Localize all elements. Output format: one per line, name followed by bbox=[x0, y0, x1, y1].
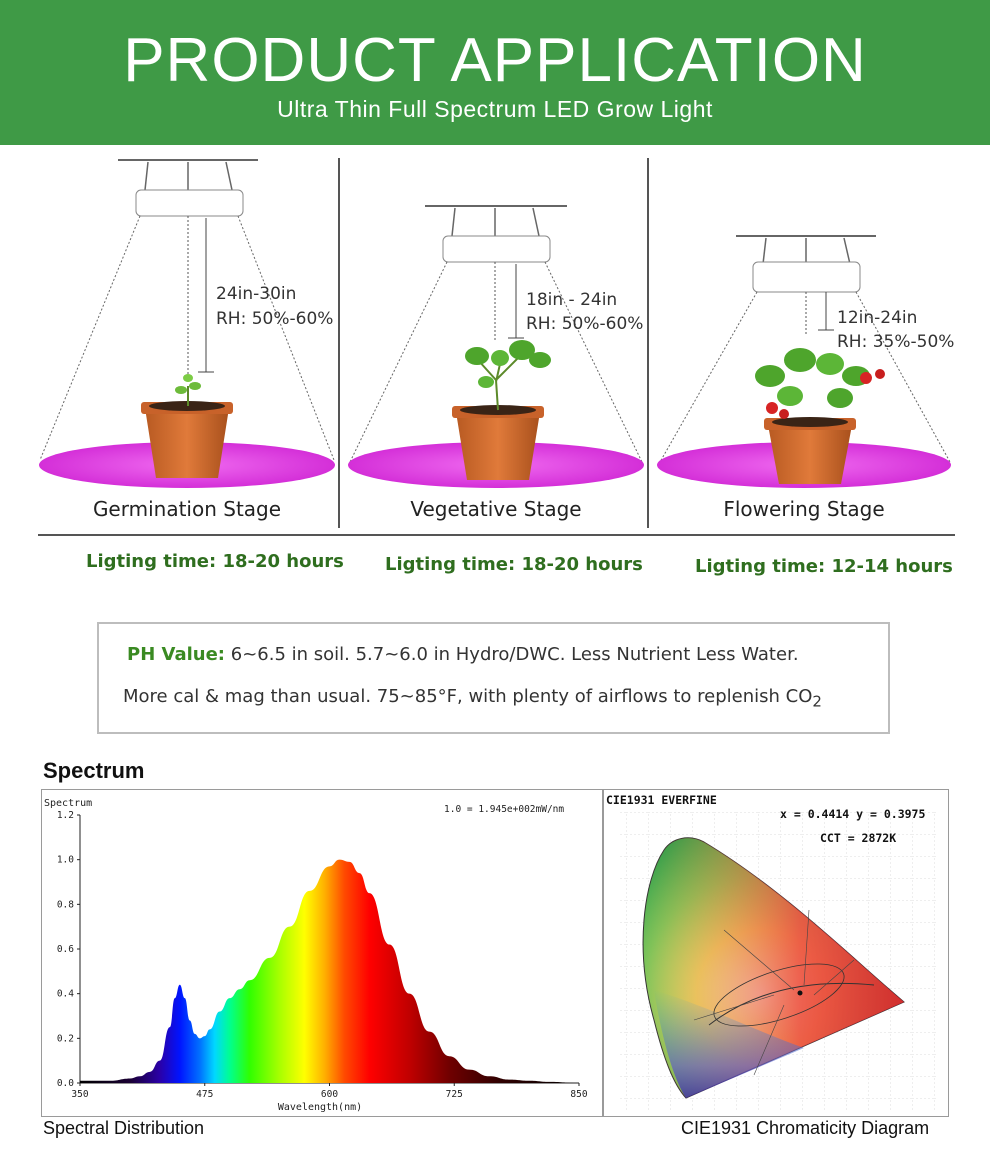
stage-1-lighting-time: Ligting time: 18-20 hours bbox=[86, 551, 344, 572]
ph-info-box: PH Value: 6~6.5 in soil. 5.7~6.0 in Hydr… bbox=[97, 622, 890, 734]
stage-2-lighting-time: Ligting time: 18-20 hours bbox=[385, 554, 643, 575]
x-tick-label: 350 bbox=[71, 1089, 88, 1100]
x-tick-label: 850 bbox=[570, 1089, 587, 1100]
cie-chromaticity-diagram: CIE1931 EVERFINE x = 0.4414 y = 0.3975 C… bbox=[603, 789, 949, 1117]
stage-2-distance: 18in - 24in bbox=[526, 290, 618, 310]
y-tick-label: 1.0 bbox=[57, 855, 74, 866]
stage-1-humidity: RH: 50%-60% bbox=[216, 309, 334, 329]
flowering-illustration bbox=[657, 235, 951, 488]
spectral-distribution-chart: Spectrum 1.0 = 1.945e+002mW/nm Wavelengt… bbox=[41, 789, 603, 1117]
ph-line-1: PH Value: 6~6.5 in soil. 5.7~6.0 in Hydr… bbox=[127, 644, 799, 665]
stages-illustration bbox=[38, 158, 955, 536]
stage-2-name: Vegetative Stage bbox=[410, 497, 582, 521]
x-tick-label: 725 bbox=[446, 1089, 463, 1100]
x-tick-label: 475 bbox=[196, 1089, 213, 1100]
spectrum-svg: Spectrum 1.0 = 1.945e+002mW/nm Wavelengt… bbox=[44, 798, 588, 1113]
y-tick-label: 0.4 bbox=[57, 989, 74, 1000]
y-tick-label: 0.0 bbox=[57, 1078, 74, 1089]
cie-horseshoe bbox=[642, 837, 905, 1099]
ph-label: PH Value: bbox=[127, 644, 226, 665]
cie-svg: CIE1931 EVERFINE x = 0.4414 y = 0.3975 C… bbox=[606, 793, 938, 1112]
caption-spectral-distribution: Spectral Distribution bbox=[43, 1118, 205, 1138]
stage-3-lighting-time: Ligting time: 12-14 hours bbox=[695, 556, 953, 577]
stage-1-name: Germination Stage bbox=[92, 497, 282, 521]
stage-3-distance: 12in-24in bbox=[837, 308, 918, 328]
page-title: PRODUCT APPLICATION bbox=[123, 26, 867, 95]
cie-measured-point bbox=[797, 990, 803, 996]
x-axis-label: Wavelength(nm) bbox=[278, 1102, 362, 1113]
cie-coordinates: x = 0.4414 y = 0.3975 bbox=[780, 807, 925, 821]
spectrum-area bbox=[80, 859, 579, 1083]
stage-1-distance: 24in-30in bbox=[216, 284, 297, 304]
scale-note: 1.0 = 1.945e+002mW/nm bbox=[444, 804, 564, 815]
stage-3-name: Flowering Stage bbox=[723, 497, 885, 521]
page-subtitle: Ultra Thin Full Spectrum LED Grow Light bbox=[277, 96, 713, 122]
cie-cct: CCT = 2872K bbox=[820, 831, 896, 845]
co2-subscript: 2 bbox=[812, 692, 822, 711]
ph-text: 6~6.5 in soil. 5.7~6.0 in Hydro/DWC. Les… bbox=[225, 644, 799, 665]
y-tick-label: 1.2 bbox=[57, 810, 74, 821]
spectrum-heading: Spectrum bbox=[43, 758, 145, 783]
y-axis-label: Spectrum bbox=[44, 798, 92, 809]
stage-2-humidity: RH: 50%-60% bbox=[526, 314, 644, 334]
ph-line-2: More cal & mag than usual. 75~85°F, with… bbox=[123, 686, 822, 711]
y-tick-label: 0.6 bbox=[57, 944, 74, 955]
stage-3-humidity: RH: 35%-50% bbox=[837, 332, 955, 352]
cie-title: CIE1931 EVERFINE bbox=[606, 793, 717, 807]
y-tick-label: 0.2 bbox=[57, 1033, 74, 1044]
ph-text-2: More cal & mag than usual. 75~85°F, with… bbox=[123, 686, 813, 707]
vegetative-illustration bbox=[348, 205, 644, 488]
y-tick-label: 0.8 bbox=[57, 899, 74, 910]
growth-stages: 24in-30in RH: 50%-60% Germination Stage … bbox=[0, 150, 990, 540]
x-tick-label: 600 bbox=[321, 1089, 338, 1100]
header-banner: PRODUCT APPLICATION Ultra Thin Full Spec… bbox=[0, 0, 990, 145]
germination-illustration bbox=[39, 159, 335, 488]
caption-cie-diagram: CIE1931 Chromaticity Diagram bbox=[681, 1118, 930, 1138]
